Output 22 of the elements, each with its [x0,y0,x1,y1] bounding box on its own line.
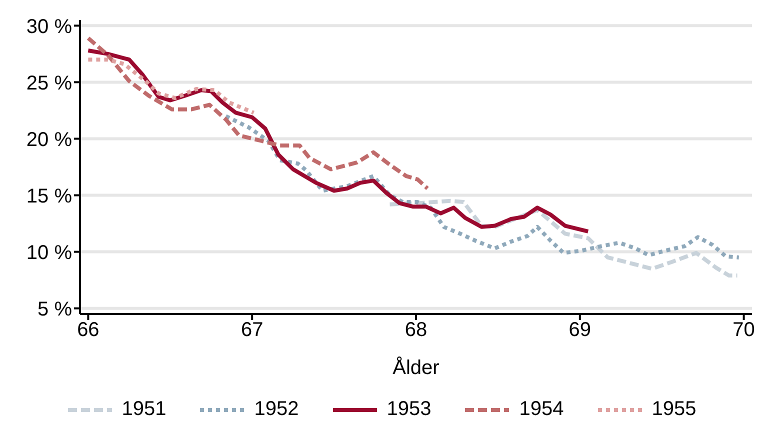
x-tick-label: 66 [77,319,100,342]
legend-label: 1954 [519,398,564,421]
line-series [86,36,430,190]
line-series [224,114,741,260]
x-axis-title: Ålder [392,356,440,379]
y-tick-label: 30 % [26,16,72,38]
x-tick-label: 68 [404,319,428,342]
legend-label: 1952 [254,398,299,421]
x-tick-label: 69 [568,319,592,342]
line-series [86,48,590,234]
y-tick-label: 20 % [26,128,72,151]
legend-label: 1955 [652,398,696,421]
line-series [86,58,256,115]
y-tick-label: 15 % [26,185,72,208]
y-tick-label: 25 % [26,72,72,94]
x-tick-label: 67 [240,319,264,342]
legend-label: 1951 [122,398,166,421]
x-tick-label: 70 [732,319,755,342]
y-tick-label: 10 % [26,242,72,264]
legend-label: 1953 [386,398,432,421]
y-tick-label: 5 % [38,298,72,320]
line-series [388,198,740,278]
